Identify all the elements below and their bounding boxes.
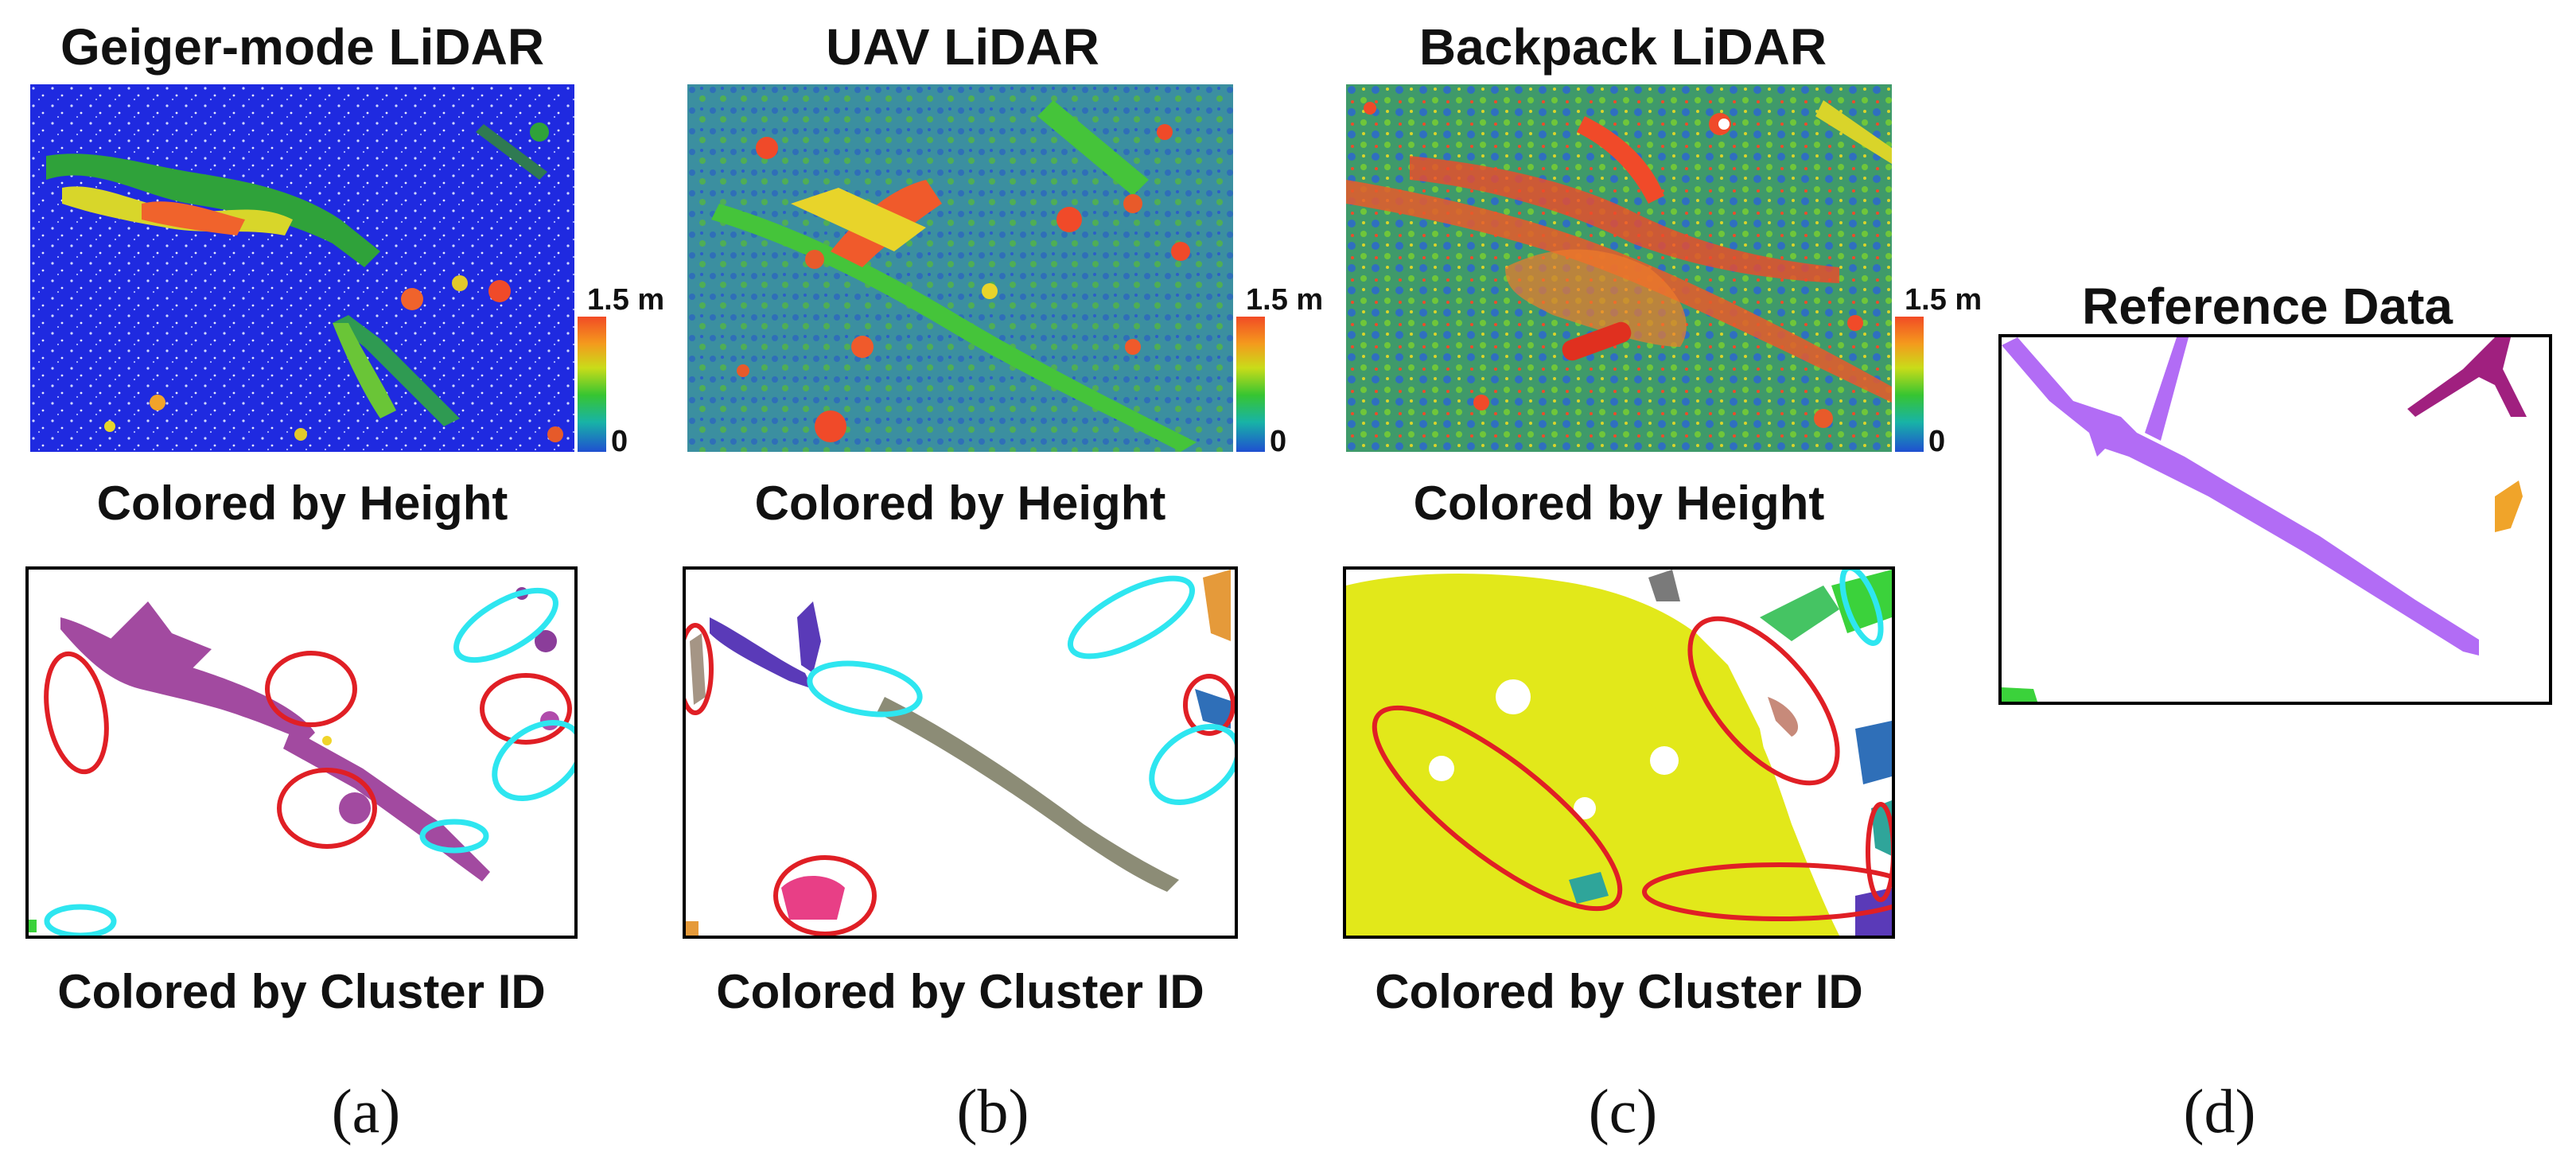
caption-height-b: Colored by Height	[754, 477, 1166, 530]
colorbar-c-max: 1.5 m	[1905, 283, 1983, 317]
colorbar-b	[1236, 317, 1265, 452]
cluster-map-uav	[683, 566, 1238, 939]
colorbar-a-min: 0	[611, 425, 628, 458]
height-map-geiger	[30, 84, 574, 452]
letter-d: (d)	[2183, 1076, 2256, 1146]
caption-cluster-a: Colored by Cluster ID	[57, 965, 546, 1018]
reference-map	[1998, 334, 2552, 705]
cluster-map-geiger	[25, 566, 578, 939]
colorbar-a-max: 1.5 m	[587, 283, 665, 317]
colorbar-a	[578, 317, 606, 452]
height-map-uav	[687, 84, 1233, 452]
letter-b: (b)	[956, 1076, 1029, 1146]
title-reference: Reference Data	[2082, 278, 2453, 335]
title-uav: UAV LiDAR	[826, 18, 1099, 76]
caption-cluster-c: Colored by Cluster ID	[1375, 965, 1863, 1018]
caption-height-c: Colored by Height	[1413, 477, 1825, 530]
colorbar-b-max: 1.5 m	[1246, 283, 1324, 317]
letter-a: (a)	[331, 1076, 401, 1146]
cluster-map-backpack	[1343, 566, 1895, 939]
caption-height-a: Colored by Height	[96, 477, 508, 530]
caption-cluster-b: Colored by Cluster ID	[716, 965, 1204, 1018]
colorbar-c	[1895, 317, 1924, 452]
letter-c: (c)	[1588, 1076, 1658, 1146]
colorbar-b-min: 0	[1270, 425, 1287, 458]
title-backpack: Backpack LiDAR	[1418, 18, 1827, 76]
title-geiger: Geiger-mode LiDAR	[60, 18, 545, 76]
height-map-backpack	[1346, 84, 1892, 452]
colorbar-c-min: 0	[1928, 425, 1946, 458]
